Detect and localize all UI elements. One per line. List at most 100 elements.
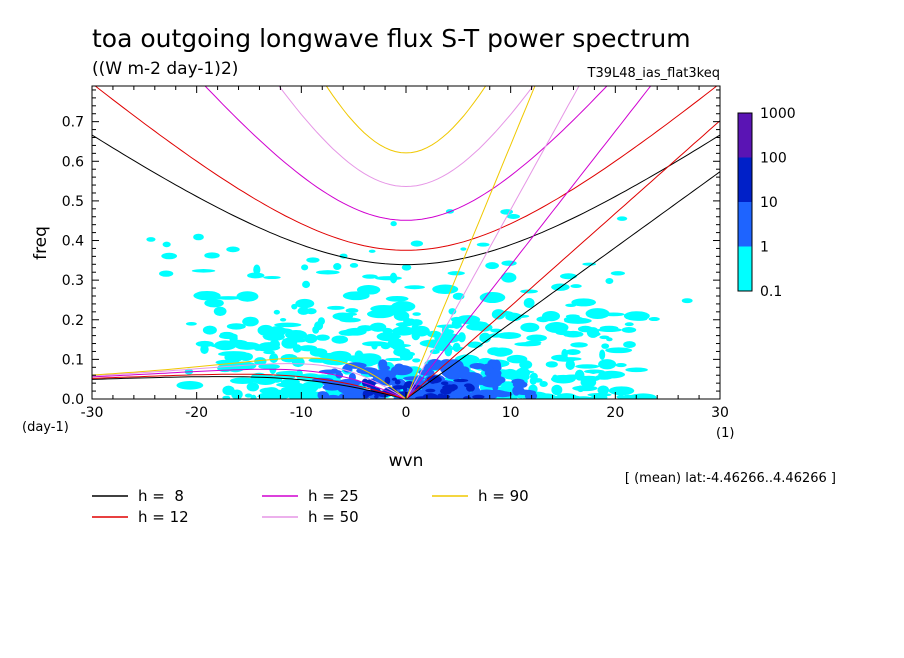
spectrum-cell-mid: [480, 375, 503, 388]
spectrum-cell-low: [185, 321, 197, 326]
spectrum-cell-low: [599, 349, 606, 360]
spectrum-cell-speck: [401, 264, 412, 271]
colorbar: 0.1 1 10 100 1000: [737, 106, 796, 300]
curve-group-3: [92, 86, 652, 399]
spectrum-cell-high: [394, 379, 401, 385]
spectrum-cell-low: [263, 350, 276, 355]
chart-subtitle: ((W m-2 day-1)2): [92, 59, 238, 79]
spectrum-cell-low: [231, 389, 243, 399]
spectrum-cell-speck: [681, 298, 693, 304]
spectrum-cell-mid: [448, 367, 460, 380]
spectrum-cell-high: [466, 384, 475, 392]
spectrum-cell-low: [356, 284, 381, 295]
y-tick-label: 0.0: [62, 392, 84, 408]
spectrum-cell-low: [444, 346, 453, 357]
spectrum-cell-speck: [605, 278, 614, 284]
spectrum-cell-mid: [492, 391, 513, 398]
rossby-curve: [92, 376, 407, 399]
spectrum-cell-high: [384, 376, 391, 385]
spectrum-cell-mid: [511, 378, 525, 385]
spectrum-cell-low: [215, 359, 240, 366]
spectrum-cell-speck: [536, 316, 551, 323]
spectrum-cell-high: [463, 396, 472, 399]
spectrum-cell-speck: [495, 310, 514, 316]
spectrum-cell-speck: [226, 246, 240, 253]
spectrum-cell-low: [570, 342, 588, 348]
spectrum-cell-low: [432, 284, 459, 294]
spectrum-cell-speck: [500, 209, 513, 215]
colorbar-segment: [738, 113, 752, 158]
spectrum-cell-low: [496, 332, 522, 339]
spectrum-cell-low: [282, 337, 308, 343]
spectrum-cell-speck: [450, 316, 463, 322]
spectrum-cell-low: [610, 271, 626, 276]
spectrum-cell-speck: [476, 242, 490, 247]
spectrum-cell-high: [392, 385, 405, 390]
spectrum-cell-low: [588, 331, 601, 337]
x-tick-label: -20: [185, 405, 208, 421]
spectrum-cell-low: [315, 270, 340, 275]
colorbar-frame: [737, 112, 753, 292]
spectrum-cell-low: [191, 269, 216, 273]
x-tick-label: 20: [606, 405, 624, 421]
spectrum-cell-speck: [448, 308, 457, 315]
spectrum-cell-low: [615, 363, 627, 368]
gravity-curve: [204, 86, 608, 221]
spectrum-cell-low: [301, 386, 312, 392]
spectrum-cell-mid: [378, 363, 386, 369]
kelvin-curve: [405, 120, 720, 399]
legend-label: h = 12: [138, 508, 189, 526]
gravity-curve: [92, 134, 720, 266]
colorbar-label: 100: [760, 151, 787, 167]
spectrum-cell-low: [285, 329, 308, 340]
spectrum-cell-low: [551, 384, 563, 396]
legend-label: h = 50: [308, 508, 359, 526]
spectrum-cell-speck: [616, 216, 628, 221]
spectrum-cell-low: [519, 360, 533, 370]
run-label: T39L48_ias_flat3keq: [587, 66, 720, 81]
spectrum-cell-low: [258, 363, 280, 370]
x-tick-label: 0: [402, 405, 411, 421]
spectrum-cell-low: [226, 323, 246, 330]
spectrum-cell-low: [357, 325, 374, 332]
spectrum-cell-mid: [524, 391, 538, 399]
spectrum-cell-mid: [492, 359, 502, 371]
spectrum-cell-low: [520, 322, 540, 333]
spectrum-cell-high: [391, 377, 398, 381]
spectrum-cell-speck: [390, 221, 397, 227]
gravity-curve: [94, 86, 718, 251]
spectrum-cell-low: [384, 305, 402, 316]
spectrum-cell-mid: [394, 363, 404, 370]
spectrum-cell-low: [580, 377, 597, 388]
spectrum-cell-low: [466, 323, 488, 331]
spectrum-cell-low: [529, 372, 538, 381]
spectrum-cell-low: [236, 291, 259, 302]
axis-ticks: -30 -20 -10 0 10 20 30 0.0 0.1 0.2 0.3 0.4 0.5 0.6 0.7: [62, 86, 729, 421]
spectrum-cell-low: [193, 290, 221, 301]
spectrum-cell-low: [312, 326, 320, 334]
y-unit-label: (day-1): [22, 420, 69, 435]
spectrum-cell-low: [362, 274, 378, 279]
rossby-curve: [92, 357, 407, 399]
spectrum-cell-low: [298, 345, 318, 352]
spectrum-cell-speck: [327, 305, 345, 310]
legend-label: h = 8: [138, 487, 184, 505]
spectrum-cell-speck: [333, 263, 342, 271]
spectrum-cell-low: [624, 322, 634, 327]
spectrum-cell-low: [297, 307, 310, 315]
spectrum-cell-low: [584, 369, 605, 374]
mean-label: [ (mean) lat:-4.46266..4.46266 ]: [625, 471, 836, 486]
dispersion-curves: [92, 86, 720, 399]
y-tick-label: 0.6: [62, 154, 84, 170]
spectrum-cell-low: [345, 312, 358, 316]
spectrum-cell-low: [395, 322, 413, 327]
spectrum-cell-low: [202, 325, 217, 335]
spectrum-cell-low: [574, 396, 593, 399]
spectrum-cell-low: [253, 264, 261, 275]
spectrum-cell-low: [213, 306, 227, 316]
gravity-curve: [278, 86, 534, 188]
spectrum-cell-speck: [412, 312, 421, 316]
spectrum-cell-low: [479, 292, 506, 303]
spectrum-cell-low: [246, 382, 260, 392]
